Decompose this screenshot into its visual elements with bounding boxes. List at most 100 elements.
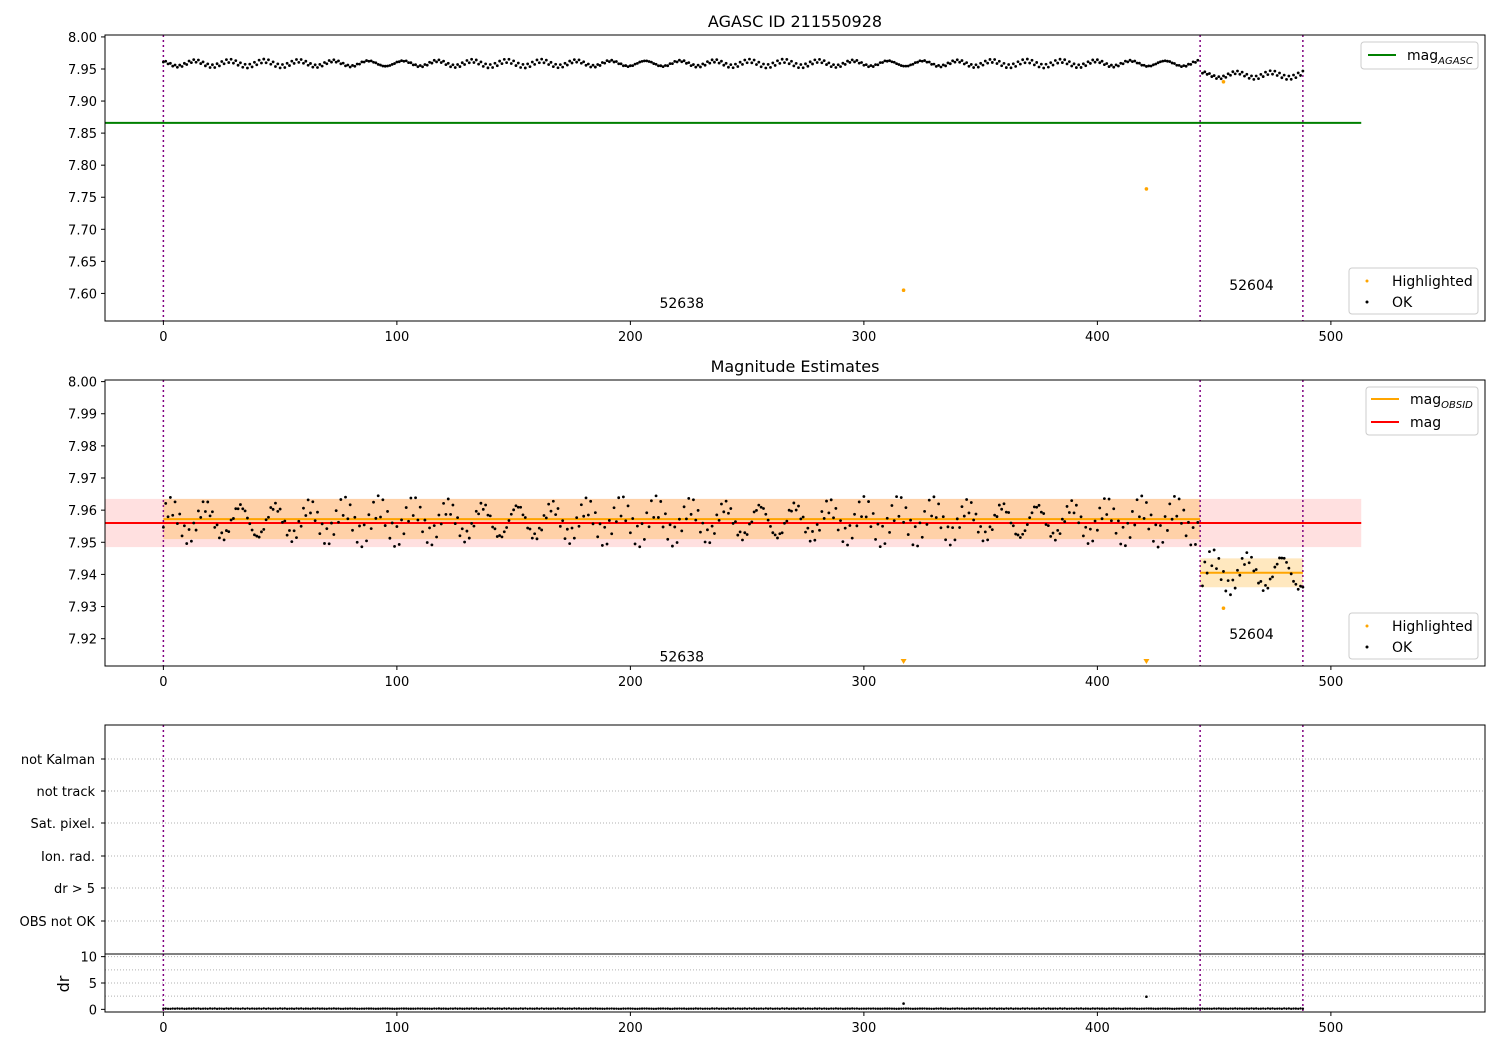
ok-data-point <box>1102 497 1106 501</box>
dr-data-point <box>1289 1007 1293 1011</box>
ok-data-point <box>372 500 375 504</box>
ok-data-point <box>825 63 828 66</box>
ok-data-point <box>1000 64 1004 68</box>
dr-data-point <box>435 1007 438 1010</box>
ok-data-point <box>264 61 268 65</box>
ok-data-point <box>853 60 856 64</box>
ok-data-point <box>516 505 520 509</box>
dr-data-point <box>944 1007 947 1010</box>
ok-data-point <box>1009 66 1013 70</box>
dr-data-point <box>998 1007 1001 1010</box>
ok-data-point <box>442 501 445 505</box>
dr-data-point <box>886 1007 889 1010</box>
dr-data-point <box>657 1007 660 1010</box>
ok-data-point <box>1081 534 1085 538</box>
ok-data-point <box>797 504 800 508</box>
ok-data-point <box>1046 524 1050 528</box>
ok-data-point <box>1086 542 1090 545</box>
x-tick-label: 300 <box>851 675 876 690</box>
ok-data-point <box>1271 575 1274 579</box>
legend-mag-agasc-label: magAGASC <box>1407 48 1473 67</box>
ok-data-point <box>528 65 532 69</box>
ok-data-point <box>551 499 555 503</box>
dr-data-point <box>482 1007 485 1010</box>
ok-data-point <box>390 521 394 525</box>
x-tick-label: 200 <box>618 675 643 690</box>
dr-data-point <box>407 1007 410 1010</box>
ok-data-point <box>1261 589 1265 593</box>
flag-row-label: not track <box>36 785 95 800</box>
ok-data-point <box>442 59 445 63</box>
ok-data-point <box>586 62 590 66</box>
dr-data-point <box>1194 1007 1197 1010</box>
ok-data-point <box>1002 502 1006 506</box>
dr-data-point <box>1254 1007 1258 1010</box>
dr-data-point <box>1182 1007 1185 1010</box>
ok-data-point <box>502 57 506 61</box>
ok-data-point <box>1236 69 1239 73</box>
ok-data-point <box>689 512 693 516</box>
dr-data-point <box>395 1007 399 1010</box>
ok-data-point <box>1070 64 1074 68</box>
dr-data-point <box>829 1007 833 1010</box>
dr-data-point <box>288 1007 291 1010</box>
dr-data-point <box>496 1007 499 1010</box>
ok-data-point <box>516 61 520 65</box>
ok-data-point <box>570 526 574 530</box>
ok-data-point <box>694 65 698 69</box>
ok-data-point <box>713 532 716 535</box>
dr-data-point <box>820 1007 824 1010</box>
dr-data-point <box>778 1007 782 1011</box>
ok-data-point <box>285 61 289 65</box>
ok-data-point <box>881 61 884 64</box>
y-tick-label: 10 <box>80 951 97 966</box>
ok-data-point <box>248 522 252 526</box>
dr-data-point <box>330 1007 333 1010</box>
ok-data-point <box>449 512 452 516</box>
ok-data-point <box>869 525 873 529</box>
ok-data-point <box>1002 62 1006 65</box>
ok-data-point <box>1229 593 1232 597</box>
ok-data-point <box>638 545 642 549</box>
ok-data-point <box>855 524 859 528</box>
ok-data-point <box>624 64 628 67</box>
ok-data-point <box>185 542 189 545</box>
ok-data-point <box>178 63 182 67</box>
ok-data-point <box>168 496 172 499</box>
dr-data-point <box>883 1007 887 1010</box>
ok-data-point <box>902 64 905 68</box>
ok-data-point <box>274 501 277 505</box>
ok-data-point <box>519 66 523 69</box>
dr-data-point <box>484 1007 487 1011</box>
ok-data-point <box>1086 60 1090 64</box>
ok-data-point <box>416 518 420 522</box>
dr-data-point <box>1191 1007 1195 1010</box>
ok-data-point <box>481 64 485 68</box>
ok-data-point <box>446 61 450 65</box>
ok-data-point <box>206 62 210 66</box>
ok-data-point <box>1264 70 1267 74</box>
ok-data-point <box>1245 72 1249 76</box>
dr-data-point <box>255 1007 258 1010</box>
dr-data-point <box>187 1007 191 1010</box>
dr-data-point <box>475 1007 478 1010</box>
ok-data-point <box>278 66 282 70</box>
ok-data-point <box>682 59 686 63</box>
ok-data-point <box>979 61 983 65</box>
ok-data-point <box>192 521 196 525</box>
ok-data-point <box>213 526 217 529</box>
ok-data-point <box>234 507 238 511</box>
ok-data-point <box>1238 72 1242 76</box>
dr-data-point <box>1065 1007 1069 1011</box>
dr-data-point <box>608 1007 611 1010</box>
ok-data-point <box>1079 515 1083 519</box>
dr-data-point <box>1261 1007 1265 1010</box>
ok-data-point <box>598 64 602 67</box>
ok-data-point <box>678 517 681 521</box>
dr-data-point <box>486 1007 490 1010</box>
dr-data-point <box>1196 1007 1199 1010</box>
dr-data-point <box>589 1007 592 1010</box>
ok-data-point <box>1168 502 1172 506</box>
ok-data-point <box>551 65 555 69</box>
ok-data-point <box>1100 517 1104 521</box>
